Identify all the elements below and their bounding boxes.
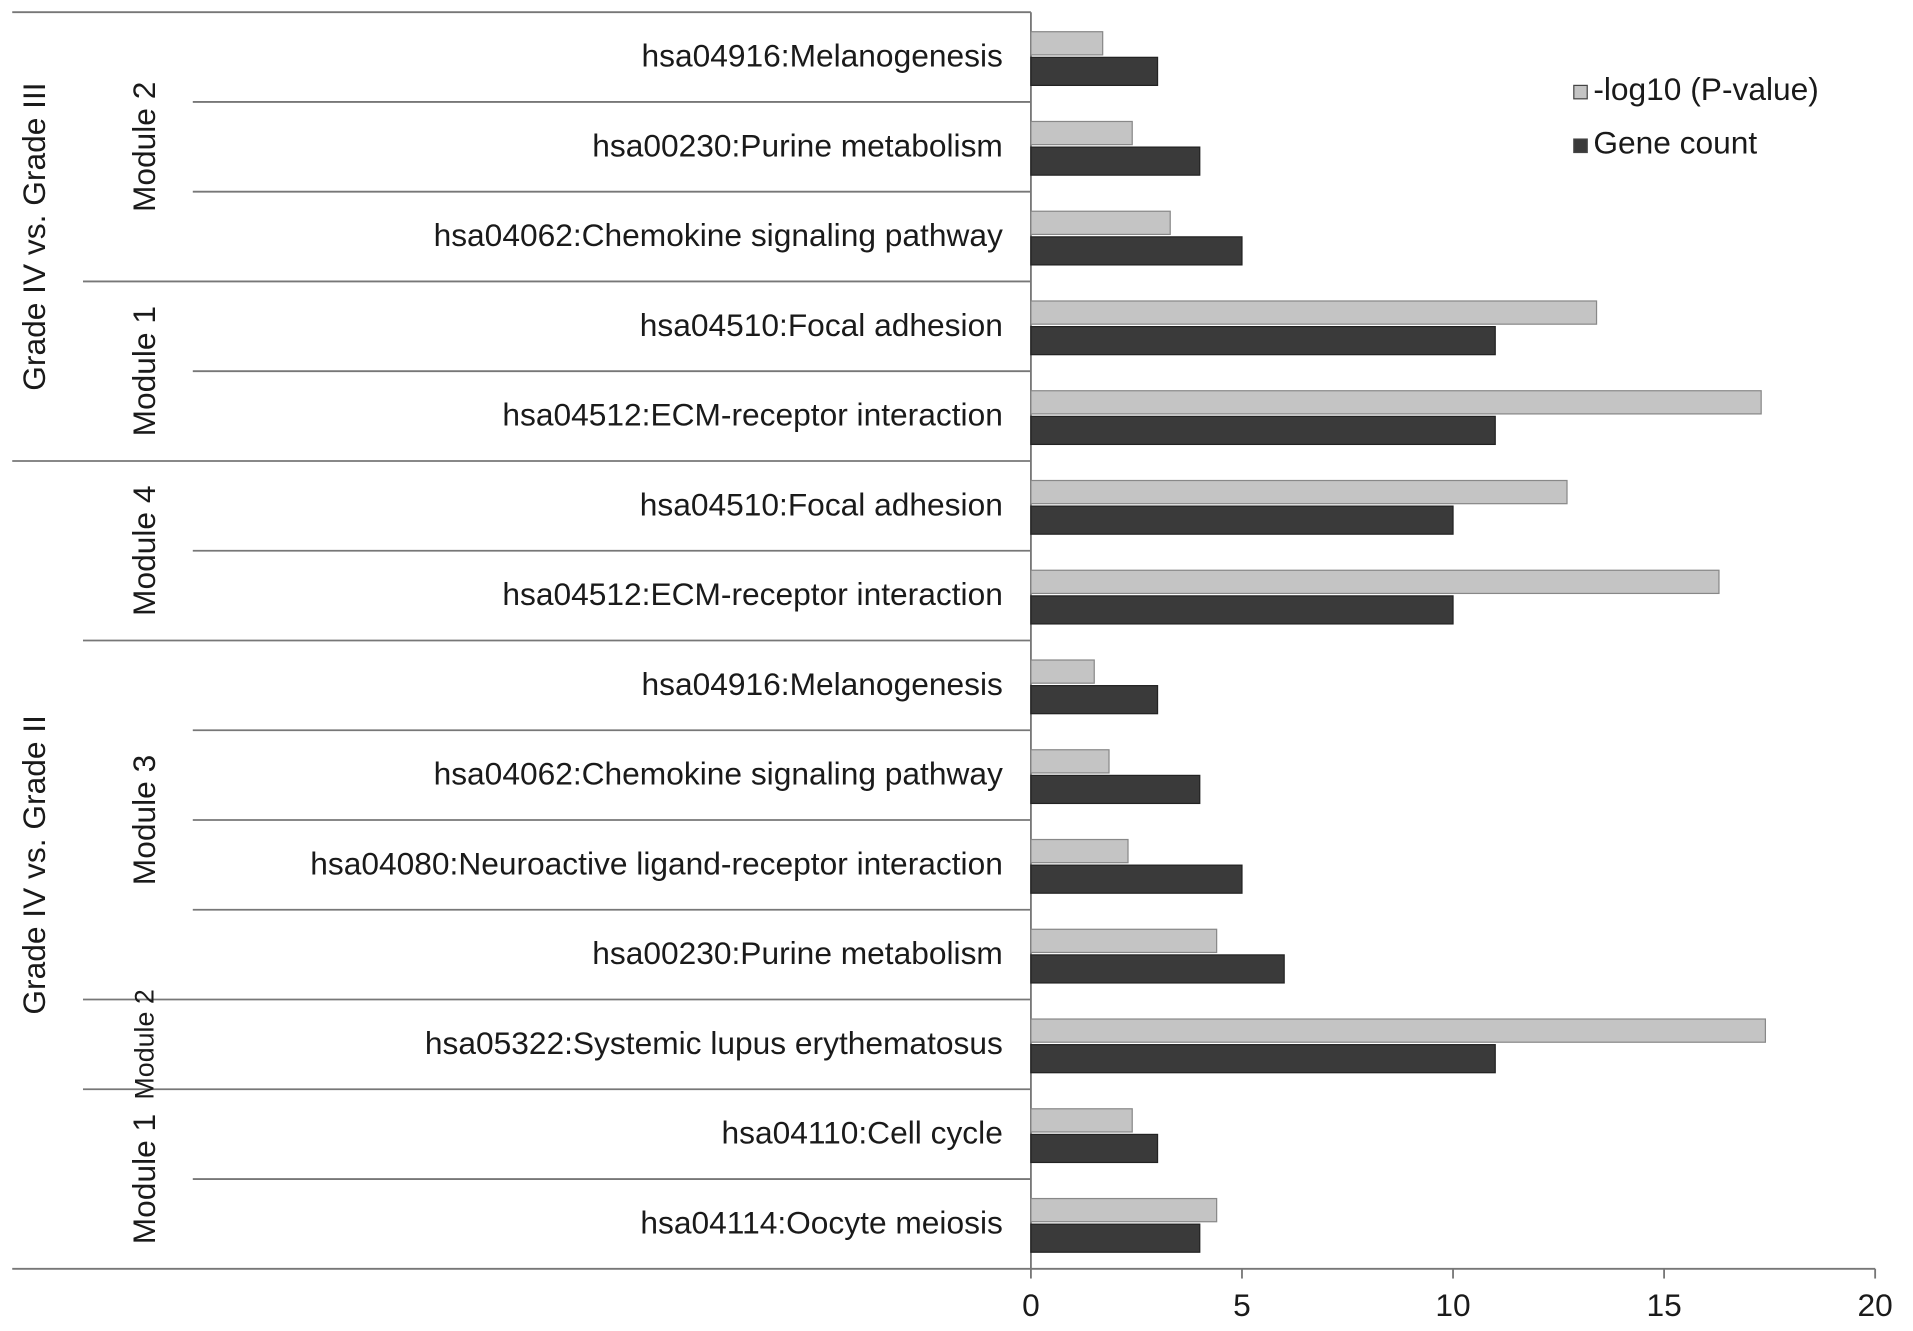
bar	[1030, 300, 1598, 325]
category-label: hsa05322:Systemic lupus erythematosus	[425, 1025, 1003, 1061]
x-tick-label: 15	[1646, 1287, 1681, 1323]
category-label: hsa04512:ECM-receptor interaction	[502, 576, 1002, 612]
bar	[1030, 1018, 1767, 1043]
x-tick-label: 10	[1435, 1287, 1470, 1323]
module-label: Module 1	[126, 306, 162, 436]
bar	[1030, 595, 1454, 625]
x-tick-label: 20	[1858, 1287, 1893, 1323]
category-label: hsa00230:Purine metabolism	[592, 935, 1003, 971]
bar	[1030, 659, 1095, 684]
bar	[1030, 146, 1201, 176]
bar	[1030, 1223, 1201, 1253]
group-label: Grade IV vs. Grade II	[16, 715, 52, 1015]
bar	[1030, 505, 1454, 535]
bar	[1030, 390, 1762, 415]
bar	[1030, 325, 1496, 356]
category-label: hsa04510:Focal adhesion	[640, 307, 1003, 343]
category-label: hsa04916:Melanogenesis	[642, 666, 1003, 702]
bar	[1030, 954, 1285, 984]
category-label: hsa04512:ECM-receptor interaction	[502, 397, 1002, 433]
category-label: hsa04062:Chemokine signaling pathway	[434, 217, 1003, 253]
bar	[1030, 479, 1568, 505]
bar	[1030, 864, 1243, 894]
bar	[1030, 56, 1159, 87]
x-tick-label: 0	[1022, 1287, 1040, 1323]
bar	[1030, 31, 1104, 56]
category-label: hsa04114:Oocyte meiosis	[640, 1204, 1002, 1240]
bar	[1030, 1044, 1496, 1074]
bar	[1030, 685, 1159, 715]
category-label: hsa04062:Chemokine signaling pathway	[434, 756, 1003, 792]
group-label: Grade IV vs. Grade III	[16, 82, 52, 390]
bar	[1030, 749, 1110, 774]
module-label: Module 3	[126, 755, 162, 885]
category-label: hsa04110:Cell cycle	[721, 1115, 1002, 1151]
bar	[1030, 928, 1218, 954]
bar	[1030, 1133, 1159, 1164]
module-label: Module 1	[126, 1114, 162, 1244]
bar	[1030, 210, 1171, 236]
module-label: Module 2	[126, 82, 162, 212]
legend-swatch	[1573, 138, 1588, 154]
category-label: hsa04510:Focal adhesion	[640, 486, 1003, 522]
category-label: hsa00230:Purine metabolism	[592, 127, 1003, 163]
category-label: hsa04916:Melanogenesis	[642, 38, 1003, 74]
x-tick-label: 5	[1233, 1287, 1251, 1323]
bar	[1030, 236, 1243, 266]
bar	[1030, 1197, 1218, 1223]
module-label: Module 4	[126, 486, 162, 616]
legend-swatch	[1573, 84, 1588, 100]
legend-label: Gene count	[1593, 125, 1757, 161]
legend-label: -log10 (P-value)	[1593, 71, 1819, 107]
bar	[1030, 1108, 1133, 1133]
bar	[1030, 774, 1201, 805]
bar	[1030, 415, 1496, 446]
bar	[1030, 569, 1720, 595]
module-label: Module 2	[130, 989, 160, 1099]
category-label: hsa04080:Neuroactive ligand-receptor int…	[310, 845, 1003, 881]
bar	[1030, 120, 1133, 146]
bar	[1030, 838, 1129, 864]
